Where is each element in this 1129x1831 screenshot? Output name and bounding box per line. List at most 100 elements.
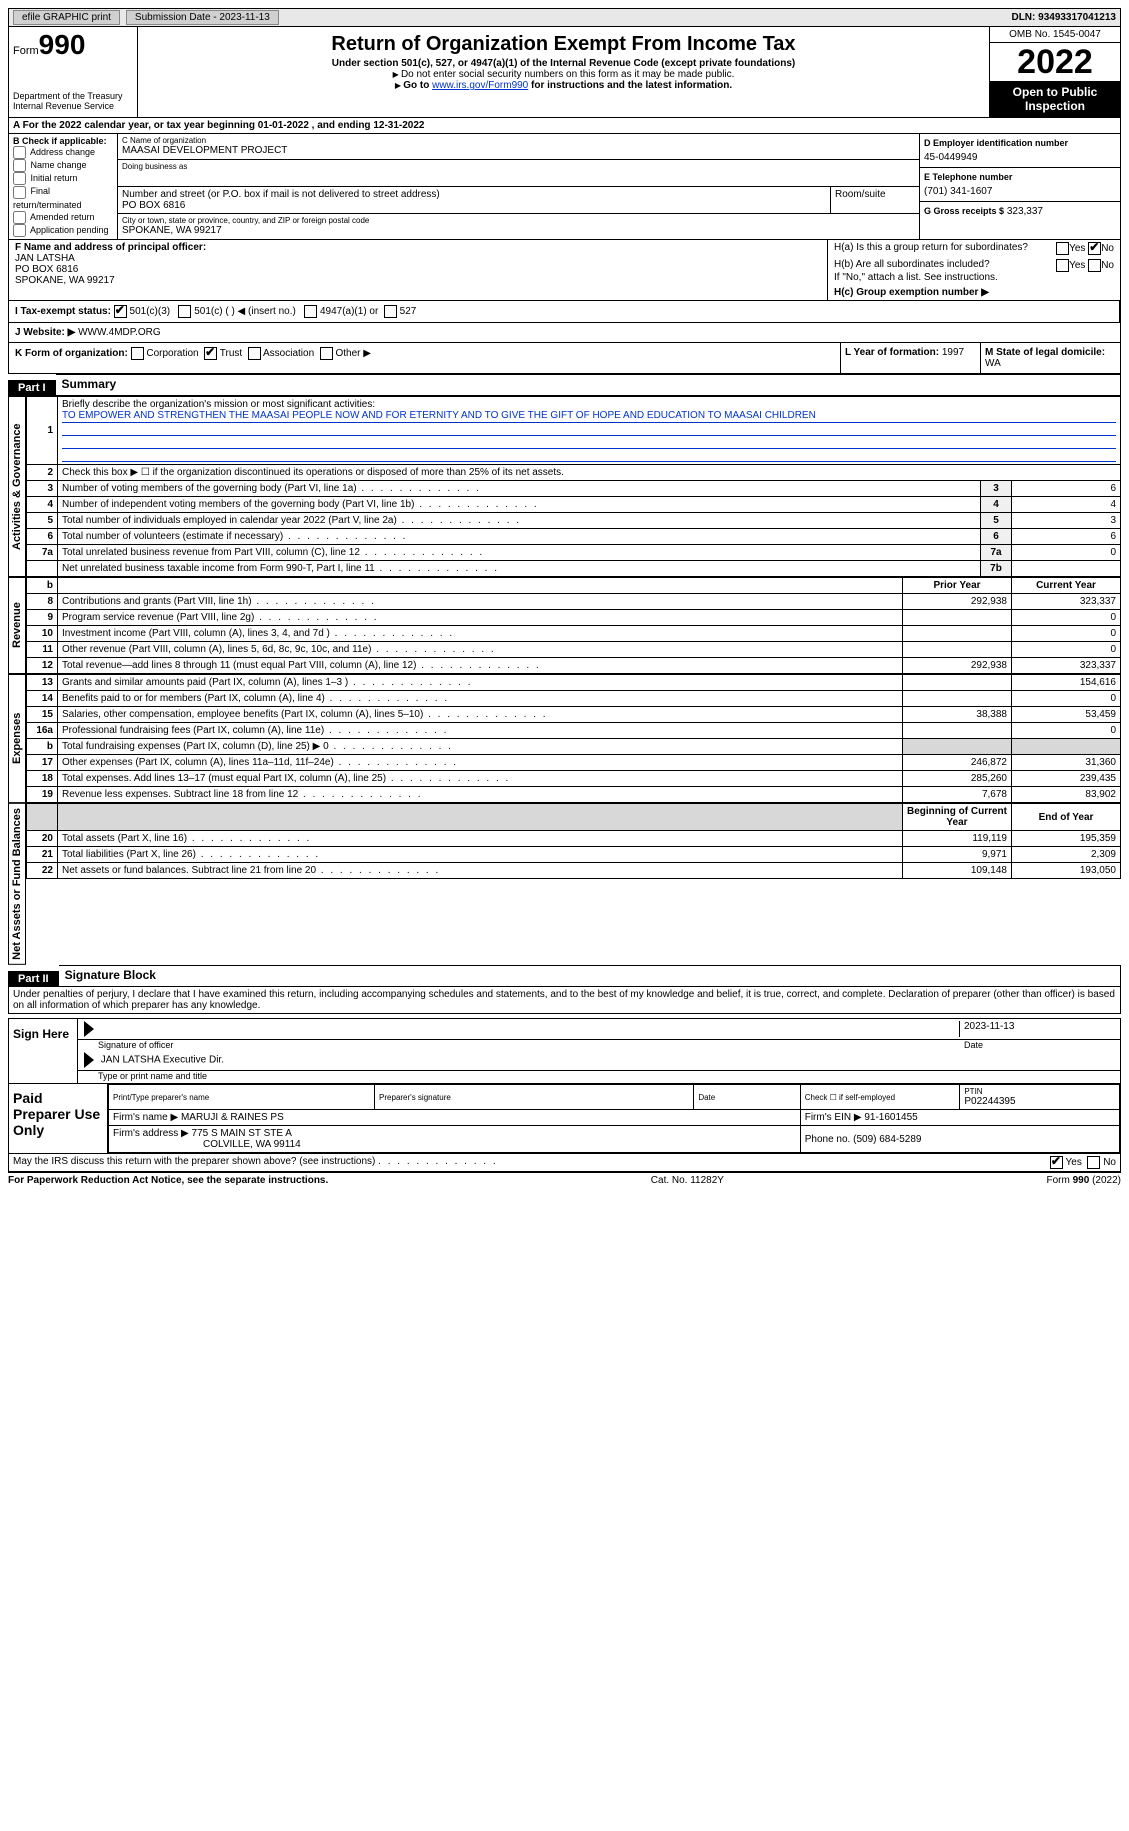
hc-label: H(c) Group exemption number ▶ (834, 287, 989, 298)
discuss-label: May the IRS discuss this return with the… (13, 1156, 375, 1167)
org-corp[interactable] (131, 347, 144, 360)
note2-post: for instructions and the latest informat… (528, 80, 732, 91)
part1-title: Summary (56, 374, 1121, 396)
year-form-label: L Year of formation: (845, 347, 939, 358)
hb-label: H(b) Are all subordinates included? (834, 259, 990, 270)
status-label: I Tax-exempt status: (15, 306, 111, 317)
firm-addr-label: Firm's address ▶ (113, 1128, 189, 1139)
ein-value: 45-0449949 (924, 152, 1116, 163)
table-activities: 1 Briefly describe the organization's mi… (26, 396, 1121, 577)
ptin-value: P02244395 (964, 1096, 1115, 1107)
hb-note: If "No," attach a list. See instructions… (834, 272, 1114, 283)
colb-item[interactable]: Final return/terminated (13, 185, 113, 211)
firm-city: COLVILLE, WA 99114 (203, 1139, 301, 1150)
room-label: Room/suite (835, 189, 915, 200)
vlabel-revenue: Revenue (8, 577, 26, 674)
form-label: Form (13, 45, 39, 57)
irs-link[interactable]: www.irs.gov/Form990 (432, 80, 528, 91)
sig-name-label: Type or print name and title (78, 1071, 1120, 1083)
row-j-website: J Website: ▶ WWW.4MDP.ORG (8, 323, 1121, 343)
mission-text: TO EMPOWER AND STRENGTHEN THE MAASAI PEO… (62, 410, 1116, 423)
part1-badge: Part I (8, 380, 56, 396)
row-a-tax-year: A For the 2022 calendar year, or tax yea… (8, 118, 1121, 134)
ha-no[interactable] (1088, 242, 1101, 255)
check-self: Check ☐ if self-employed (800, 1085, 960, 1110)
topbar: efile GRAPHIC print Submission Date - 20… (8, 8, 1121, 27)
dln: DLN: 93493317041213 (1011, 12, 1116, 23)
status-501c3[interactable] (114, 305, 127, 318)
firm-ein-label: Firm's EIN ▶ (805, 1112, 862, 1123)
gross-label: G Gross receipts $ (924, 206, 1004, 216)
opt-527: 527 (400, 306, 417, 317)
colb-item[interactable]: Application pending (13, 224, 113, 237)
org-other[interactable] (320, 347, 333, 360)
sect-activities: Activities & Governance 1 Briefly descri… (8, 396, 1121, 577)
note2-pre: Go to (403, 80, 432, 91)
form-number: 990 (39, 29, 86, 60)
no-label: No (1103, 1157, 1116, 1168)
opt-4947: 4947(a)(1) or (320, 306, 378, 317)
form-org-label: K Form of organization: (15, 348, 128, 359)
officer-signature[interactable] (98, 1021, 959, 1037)
sig-date: 2023-11-13 (959, 1021, 1114, 1037)
status-4947[interactable] (304, 305, 317, 318)
efile-button[interactable]: efile GRAPHIC print (13, 10, 120, 25)
vlabel-net: Net Assets or Fund Balances (8, 803, 26, 965)
colb-item[interactable]: Name change (13, 159, 113, 172)
table-expenses: 13Grants and similar amounts paid (Part … (26, 674, 1121, 803)
phone-label: Phone no. (805, 1134, 851, 1145)
gross-value: 323,337 (1007, 206, 1043, 217)
tel-label: E Telephone number (924, 172, 1116, 182)
city-value: SPOKANE, WA 99217 (122, 225, 915, 236)
irs-label: Internal Revenue Service (13, 101, 133, 111)
colb-item[interactable]: Amended return (13, 211, 113, 224)
omb-number: OMB No. 1545-0047 (990, 27, 1120, 43)
part2-header-row: Part II Signature Block (8, 965, 1121, 987)
col-b-header: B Check if applicable: (13, 136, 113, 146)
header-right-block: OMB No. 1545-0047 2022 Open to Public In… (989, 27, 1120, 117)
hb-no[interactable] (1088, 259, 1101, 272)
sign-here-label: Sign Here (9, 1019, 78, 1083)
ptin-label: PTIN (964, 1087, 1115, 1096)
ha-yes[interactable] (1056, 242, 1069, 255)
city-label: City or town, state or province, country… (122, 216, 915, 225)
discuss-yes[interactable] (1050, 1156, 1063, 1169)
form-id-block: Form990 Department of the Treasury Inter… (9, 27, 138, 117)
paid-label: Paid Preparer Use Only (9, 1084, 108, 1153)
footer-right: Form 990 (2022) (1047, 1175, 1121, 1186)
website-label: J Website: ▶ (15, 327, 75, 338)
opt-501c3: 501(c)(3) (130, 306, 171, 317)
firm-name: MARUJI & RAINES PS (181, 1112, 284, 1123)
sig-arrow-icon (84, 1021, 94, 1037)
officer-addr2: SPOKANE, WA 99217 (15, 275, 115, 286)
domicile-value: WA (985, 358, 1001, 369)
phone-value: (509) 684-5289 (853, 1134, 921, 1145)
sect-net-assets: Net Assets or Fund Balances Beginning of… (8, 803, 1121, 965)
part2-title: Signature Block (59, 965, 1121, 987)
hb-yes[interactable] (1056, 259, 1069, 272)
status-527[interactable] (384, 305, 397, 318)
firm-ein: 91-1601455 (864, 1112, 917, 1123)
colb-item[interactable]: Address change (13, 146, 113, 159)
org-assoc[interactable] (248, 347, 261, 360)
tel-value: (701) 341-1607 (924, 186, 1116, 197)
hdr-end: End of Year (1012, 804, 1121, 831)
line2-text: Check this box ▶ ☐ if the organization d… (58, 465, 1121, 481)
yes-label: Yes (1066, 1157, 1082, 1168)
col-c-org: C Name of organization MAASAI DEVELOPMEN… (118, 134, 919, 239)
org-name-label: C Name of organization (122, 136, 915, 145)
hdr-prior: Prior Year (903, 578, 1012, 594)
discuss-no[interactable] (1087, 1156, 1100, 1169)
opt-501c: 501(c) ( ) ◀ (insert no.) (194, 306, 296, 317)
colb-item[interactable]: Initial return (13, 172, 113, 185)
org-trust[interactable] (204, 347, 217, 360)
footer-cat: Cat. No. 11282Y (651, 1175, 724, 1186)
form-title: Return of Organization Exempt From Incom… (144, 33, 983, 56)
prep-sig-label: Preparer's signature (379, 1093, 689, 1102)
status-501c[interactable] (178, 305, 191, 318)
ha-label: H(a) Is this a group return for subordin… (834, 242, 1028, 253)
opt-corp: Corporation (146, 348, 198, 359)
sig-arrow2-icon (84, 1052, 94, 1068)
sig-name: JAN LATSHA Executive Dir. (101, 1055, 224, 1066)
row-i-status: I Tax-exempt status: 501(c)(3) 501(c) ( … (8, 301, 1121, 323)
